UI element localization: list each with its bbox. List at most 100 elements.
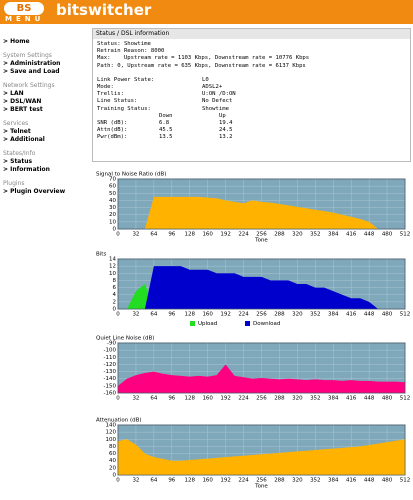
y-tick-label: 120: [106, 430, 117, 436]
y-tick-label: 30: [109, 205, 116, 211]
x-tick-label: 416: [346, 396, 357, 402]
x-tick-label: 448: [364, 232, 375, 238]
nav-section: Services: [3, 120, 29, 127]
x-tick-label: 128: [185, 478, 196, 484]
y-tick-label: 60: [109, 451, 116, 457]
brand: bitswitcher: [56, 1, 152, 19]
y-tick-label: 40: [109, 198, 116, 204]
item-value: ADSL2+: [202, 84, 223, 91]
cell: 13.2: [219, 134, 233, 141]
x-tick-label: 0: [116, 232, 120, 238]
cell: 19.4: [219, 120, 233, 127]
y-tick-label: 12: [109, 264, 116, 270]
nav-link[interactable]: > Status: [3, 158, 33, 165]
y-tick-label: 50: [109, 191, 116, 197]
x-tick-label: 96: [168, 478, 175, 484]
y-tick-label: 6: [113, 285, 117, 291]
x-tick-label: 256: [256, 396, 267, 402]
row-label: Pwr(dBm):: [97, 134, 128, 141]
y-tick-label: 100: [106, 437, 117, 443]
y-tick-label: 4: [113, 292, 117, 298]
x-tick-label: 256: [256, 478, 267, 484]
x-tick-label: 64: [150, 312, 157, 318]
area: [118, 266, 405, 309]
x-tick-label: 512: [400, 396, 411, 402]
nav-link[interactable]: > Administration: [3, 60, 61, 67]
x-tick-label: 128: [185, 232, 196, 238]
nav-link[interactable]: > LAN: [3, 90, 24, 97]
status-item: Link Power State: L0: [97, 77, 406, 84]
y-tick-label: -130: [104, 369, 117, 375]
item-value: No Defect: [202, 98, 233, 105]
x-tick-label: 480: [382, 312, 393, 318]
y-tick-label: -110: [104, 355, 117, 361]
x-tick-label: 32: [132, 396, 139, 402]
column-header: Up: [219, 112, 226, 119]
x-tick-label: 448: [364, 478, 375, 484]
x-axis-label: Tone: [254, 238, 268, 244]
x-tick-label: 416: [346, 232, 357, 238]
y-tick-label: -160: [104, 391, 117, 397]
x-tick-label: 288: [274, 478, 285, 484]
nav-link[interactable]: > Save and Load: [3, 68, 60, 75]
area: [118, 364, 405, 393]
nav-link[interactable]: > BERT test: [3, 106, 43, 113]
item-value: Showtime: [202, 105, 229, 112]
x-tick-label: 128: [185, 396, 196, 402]
y-tick-label: 40: [109, 458, 116, 464]
x-tick-label: 192: [220, 232, 231, 238]
x-tick-label: 128: [185, 312, 196, 318]
nav-link[interactable]: > Additional: [3, 136, 45, 143]
logo[interactable]: BS: [4, 2, 44, 15]
item-label: Line Status:: [97, 98, 138, 105]
legend-label: Download: [253, 321, 280, 327]
y-tick-label: 10: [109, 219, 116, 225]
x-tick-label: 512: [400, 232, 411, 238]
x-tick-label: 64: [150, 478, 157, 484]
x-tick-label: 224: [238, 396, 249, 402]
item-label: Trellis:: [97, 91, 124, 98]
x-tick-label: 32: [132, 478, 139, 484]
nav-link[interactable]: > Home: [3, 38, 30, 45]
y-tick-label: 8: [113, 278, 117, 284]
x-tick-label: 448: [364, 312, 375, 318]
x-tick-label: 192: [220, 396, 231, 402]
x-tick-label: 320: [292, 312, 303, 318]
x-tick-label: 64: [150, 396, 157, 402]
x-tick-label: 256: [256, 232, 267, 238]
x-tick-label: 352: [310, 396, 321, 402]
legend-swatch: [190, 321, 195, 326]
item-value: L0: [202, 76, 209, 83]
x-tick-label: 96: [168, 396, 175, 402]
nav-link[interactable]: > DSL/WAN: [3, 98, 42, 105]
nav-link[interactable]: > Telnet: [3, 128, 31, 135]
x-tick-label: 288: [274, 232, 285, 238]
y-tick-label: 14: [109, 257, 116, 263]
table-row: Pwr(dBm): 13.5 13.2: [97, 134, 406, 141]
chart-title: Attenuation (dB): [96, 418, 142, 424]
y-tick-label: -120: [104, 362, 117, 368]
column-header: Down: [159, 112, 173, 119]
x-tick-label: 384: [328, 312, 339, 318]
item-label: Link Power State:: [97, 76, 155, 83]
nav-section: Plugins: [3, 180, 25, 187]
y-tick-label: 140: [106, 423, 117, 429]
area: [118, 196, 405, 229]
nav-link[interactable]: > Plugin Overview: [3, 188, 66, 195]
status-item: Mode: ADSL2+: [97, 84, 406, 91]
chart-title: Quiet Line Noise (dB): [96, 336, 154, 342]
y-tick-label: -140: [104, 376, 117, 382]
y-tick-label: 10: [109, 271, 116, 277]
header: BS MENU bitswitcher: [0, 0, 413, 24]
status-item: Trellis: U:ON /D:ON: [97, 91, 406, 98]
x-tick-label: 160: [202, 312, 213, 318]
nav-link[interactable]: > Information: [3, 166, 50, 173]
x-tick-label: 384: [328, 232, 339, 238]
cell: 13.5: [159, 134, 173, 141]
cell: 6.8: [159, 120, 170, 127]
row-label: Attn(dB):: [97, 127, 128, 134]
status-line: Status: Showtime: [97, 41, 151, 47]
y-tick-label: 20: [109, 465, 116, 471]
y-tick-label: 60: [109, 184, 116, 190]
